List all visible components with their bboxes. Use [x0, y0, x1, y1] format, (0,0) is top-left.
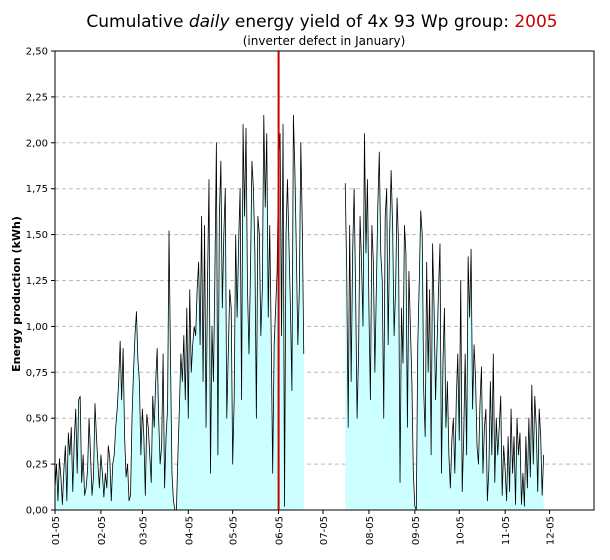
y-ticks: 0,00 0,25 0,50 0,75 1,00 1,25 1,50 1,75 2,00 2,25…: [26, 47, 55, 517]
y-tick-label: 2,25: [26, 92, 48, 103]
x-tick-label: 10-05: [455, 516, 466, 545]
x-ticks: 01-05 02-05 03-05 04-05 05-05 06-05 07-05 08-05…: [51, 510, 557, 545]
x-tick-label: 12-05: [546, 516, 557, 545]
y-tick-label: 1,75: [26, 184, 48, 195]
x-tick-label: 07-05: [319, 516, 330, 545]
chart-title: Cumulative daily energy yield of 4x 93 W…: [86, 12, 557, 32]
x-tick-label: 03-05: [138, 516, 149, 545]
series-area: [54, 114, 545, 511]
x-tick-label: 08-05: [365, 516, 376, 545]
y-tick-label: 2,50: [26, 47, 48, 58]
y-tick-label: 1,50: [26, 230, 48, 241]
x-tick-label: 02-05: [97, 516, 108, 545]
x-tick-label: 11-05: [501, 516, 512, 545]
y-tick-label: 0,75: [26, 368, 48, 379]
chart-subtitle: (inverter defect in January): [243, 34, 406, 48]
x-tick-label: 04-05: [184, 516, 195, 545]
title-prefix: Cumulative: [86, 12, 188, 32]
series-line-segment-1: [54, 114, 305, 511]
x-tick-label: 09-05: [411, 516, 422, 545]
y-tick-label: 0,25: [26, 460, 48, 471]
y-tick-label: 1,25: [26, 276, 48, 287]
title-year: 2005: [514, 12, 557, 32]
title-middle: energy yield of 4x 93 Wp group:: [230, 12, 515, 32]
x-tick-label: 06-05: [275, 516, 286, 545]
series-fill-segment-1: [55, 115, 304, 510]
y-tick-label: 0,00: [26, 506, 48, 517]
title-emphasis: daily: [189, 12, 231, 32]
y-tick-label: 1,00: [26, 322, 48, 333]
x-tick-label: 05-05: [229, 516, 240, 545]
x-tick-label: 01-05: [51, 516, 62, 545]
y-tick-label: 0,50: [26, 414, 48, 425]
y-tick-label: 2,00: [26, 138, 48, 149]
series-line-segment-2: [344, 133, 545, 511]
y-axis-label: Energy production (kWh): [10, 216, 23, 372]
